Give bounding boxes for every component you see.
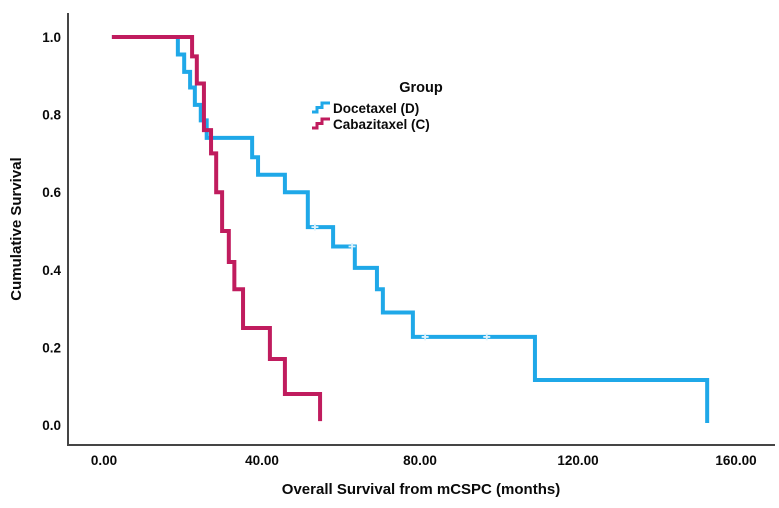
x-tick-label: 120.00: [557, 453, 598, 468]
y-tick-label: 0.6: [42, 185, 61, 200]
curves-layer: [111, 35, 710, 424]
x-tick-label: 160.00: [715, 453, 756, 468]
censor-plus-icon: [421, 333, 429, 341]
censor-plus-icon: [348, 243, 356, 251]
y-tick-label: 0.4: [42, 263, 61, 278]
legend: Group Docetaxel (D) Cabazitaxel (C): [312, 80, 443, 132]
x-tick-label: 0.00: [91, 453, 117, 468]
censor-plus-icon: [483, 333, 491, 341]
x-axis-title: Overall Survival from mCSPC (months): [282, 481, 560, 498]
docetaxel-curve: [111, 35, 710, 424]
axis-lines: [67, 13, 775, 446]
x-tick-label: 40.00: [245, 453, 279, 468]
cabazitaxel-curve: [111, 35, 323, 422]
cabazitaxel-step-line-icon: [312, 117, 330, 130]
censor-plus-icon: [311, 223, 319, 231]
docetaxel-step-line-icon: [312, 101, 330, 114]
y-tick-label: 0.2: [42, 340, 61, 355]
legend-label-docetaxel: Docetaxel (D): [333, 101, 419, 116]
legend-title: Group: [399, 80, 443, 96]
y-tick-label: 0.8: [42, 108, 61, 123]
y-tick-label: 1.0: [42, 30, 61, 45]
y-tick-label: 0.0: [42, 418, 61, 433]
censor-marks: [311, 223, 491, 341]
y-axis-title: Cumulative Survival: [8, 157, 25, 300]
x-tick-label: 80.00: [403, 453, 437, 468]
legend-label-cabazitaxel: Cabazitaxel (C): [333, 117, 430, 132]
axes-layer: 0.00 40.00 80.00 120.00 160.00 0.0 0.2 0.4 0.6 0.…: [42, 13, 775, 468]
